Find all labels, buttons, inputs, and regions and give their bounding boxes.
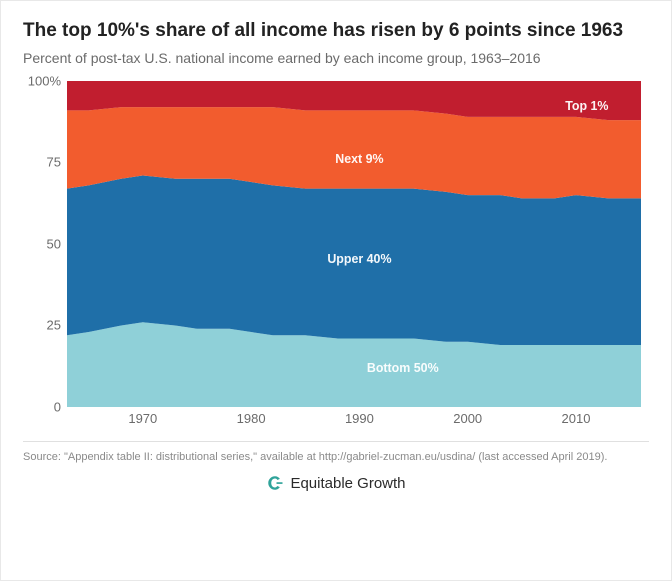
y-axis: 0255075100% <box>23 81 67 407</box>
x-tick-label: 2010 <box>562 411 591 426</box>
x-tick-label: 2000 <box>453 411 482 426</box>
x-tick-label: 1980 <box>237 411 266 426</box>
chart-card: The top 10%'s share of all income has ri… <box>0 0 672 581</box>
brand-logo-icon <box>266 474 284 492</box>
y-tick-label: 75 <box>47 155 61 170</box>
y-tick-label: 50 <box>47 236 61 251</box>
chart-area: 0255075100% Bottom 50%Upper 40%Next 9%To… <box>23 81 649 431</box>
plot-area: Bottom 50%Upper 40%Next 9%Top 1% <box>67 81 641 407</box>
y-tick-label: 0 <box>54 399 61 414</box>
series-area-upper-40- <box>67 175 641 345</box>
stacked-area-svg <box>67 81 641 407</box>
chart-title: The top 10%'s share of all income has ri… <box>23 19 649 43</box>
source-note: Source: "Appendix table II: distribution… <box>23 441 649 464</box>
brand-footer: Equitable Growth <box>23 474 649 492</box>
x-tick-label: 1970 <box>128 411 157 426</box>
chart-subtitle: Percent of post-tax U.S. national income… <box>23 49 649 67</box>
y-tick-label: 100% <box>28 73 61 88</box>
x-axis: 1970 1980 1990 2000 2010 <box>67 407 641 431</box>
x-tick-label: 1990 <box>345 411 374 426</box>
brand-name: Equitable Growth <box>290 475 405 492</box>
y-tick-label: 25 <box>47 318 61 333</box>
